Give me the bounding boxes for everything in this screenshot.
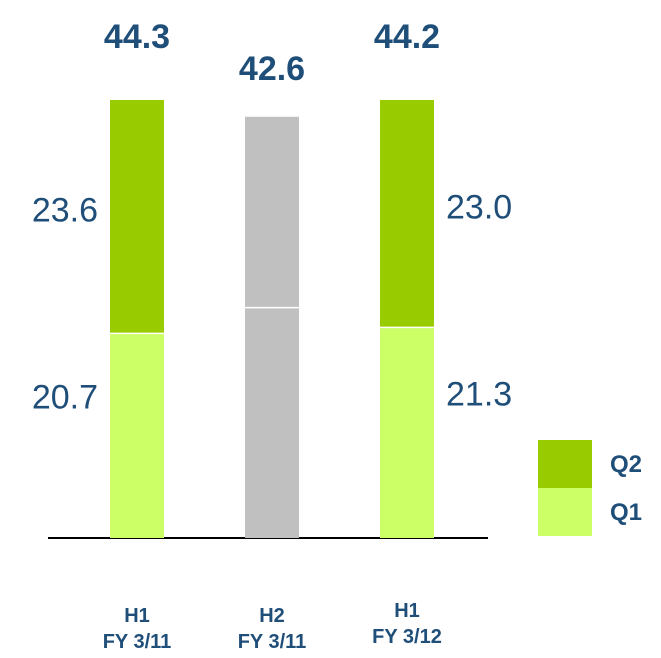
legend-label-q2: Q2 xyxy=(610,451,642,478)
category-label-line2-1: FY 3/11 xyxy=(238,631,307,653)
legend-label-q1: Q1 xyxy=(610,499,642,526)
bar-q2-1 xyxy=(245,116,299,308)
total-label-2: 44.2 xyxy=(374,18,440,56)
bar-q1-0 xyxy=(110,333,164,538)
bar-q1-1 xyxy=(245,307,299,538)
category-label-line1-1: H2 xyxy=(259,605,285,627)
category-label-line2-2: FY 3/12 xyxy=(372,626,442,648)
category-label-line1-2: H1 xyxy=(394,600,420,622)
segment-label-q2-0: 23.6 xyxy=(32,192,98,230)
legend-swatch-q2 xyxy=(538,440,592,488)
bar-q1-2 xyxy=(380,327,434,538)
total-label-1: 42.6 xyxy=(239,50,305,88)
bar-q2-2 xyxy=(380,100,434,328)
total-label-0: 44.3 xyxy=(104,18,170,56)
legend-swatch-q1 xyxy=(538,488,592,536)
legend: Q2 Q1 xyxy=(538,440,642,536)
category-label-line2-0: FY 3/11 xyxy=(103,631,172,653)
bar-q2-0 xyxy=(110,100,164,334)
segment-label-q2-2: 23.0 xyxy=(446,189,512,227)
segment-label-q1-2: 21.3 xyxy=(446,376,512,414)
segment-label-q1-0: 20.7 xyxy=(32,379,98,417)
category-label-line1-0: H1 xyxy=(124,605,150,627)
